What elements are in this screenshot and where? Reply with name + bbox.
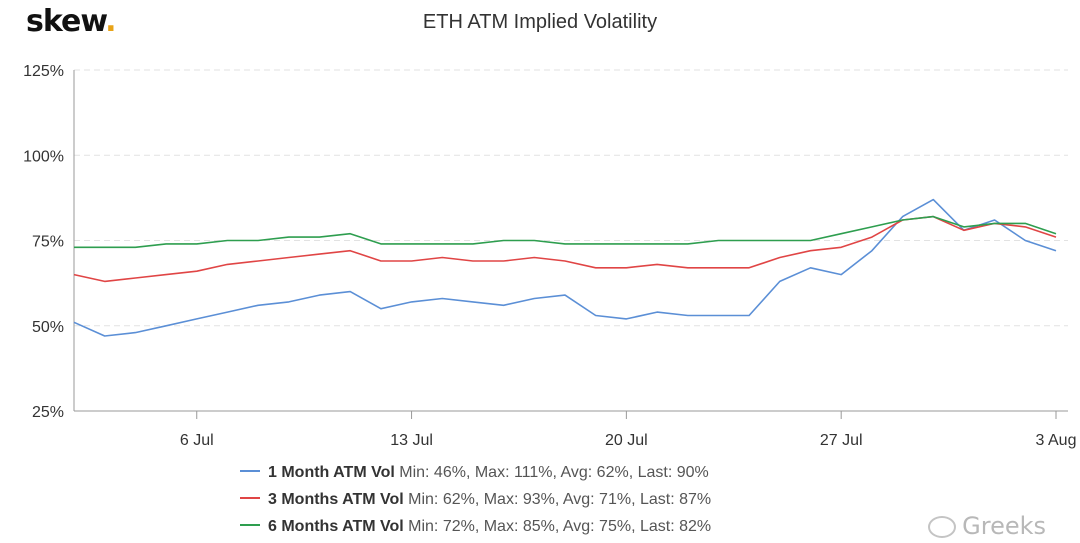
y-tick-label: 25% <box>32 404 64 421</box>
x-tick-label: 3 Aug <box>1036 432 1077 449</box>
grid-lines <box>74 69 1068 327</box>
wechat-icon <box>928 516 957 538</box>
y-tick-label: 75% <box>32 234 64 251</box>
y-tick-label: 125% <box>23 63 64 80</box>
y-axis-ticks: 25% 50% 75% 100% 125% <box>23 63 64 421</box>
watermark-text: Greeks <box>962 512 1046 540</box>
legend-item-1-month[interactable]: 1 Month ATM Vol Min: 46%, Max: 111%, Avg… <box>240 459 711 486</box>
chart-svg: 25% 50% 75% 100% 125% 6 Jul 13 Jul 20 Jul 27 Ju… <box>23 63 1077 449</box>
chart-title: ETH ATM Implied Volatility <box>422 11 658 33</box>
legend-swatch-6-months <box>240 523 260 526</box>
series-line-3 <box>74 215 1057 249</box>
y-tick-label: 100% <box>23 148 64 165</box>
watermark: Greeks <box>928 512 1046 540</box>
x-tick-label: 6 Jul <box>180 432 214 449</box>
x-tick-label: 27 Jul <box>820 432 863 449</box>
legend-stats-1-month: Min: 46%, Max: 111%, Avg: 62%, Last: 90% <box>399 464 709 481</box>
series-lines <box>73 198 1057 337</box>
logo-text: skew <box>26 4 106 39</box>
series-line-2 <box>73 215 1057 283</box>
y-tick-label: 50% <box>32 319 64 336</box>
skew-logo: skew. <box>26 4 117 39</box>
x-tick-label: 13 Jul <box>390 432 433 449</box>
legend-item-6-months[interactable]: 6 Months ATM Vol Min: 72%, Max: 85%, Avg… <box>240 513 711 540</box>
legend-name-3-months: 3 Months ATM Vol <box>268 491 404 508</box>
legend-name-6-months: 6 Months ATM Vol <box>268 518 404 535</box>
legend-swatch-3-months <box>240 496 260 499</box>
legend-swatch-1-month <box>240 469 260 472</box>
legend-stats-3-months: Min: 62%, Max: 93%, Avg: 71%, Last: 87% <box>408 491 712 508</box>
series-line-1 <box>73 198 1057 337</box>
logo-dot: . <box>105 4 116 39</box>
x-axis: 6 Jul 13 Jul 20 Jul 27 Jul 3 Aug <box>73 70 1077 449</box>
legend-item-3-months[interactable]: 3 Months ATM Vol Min: 62%, Max: 93%, Avg… <box>240 486 711 513</box>
legend: 1 Month ATM Vol Min: 46%, Max: 111%, Avg… <box>240 459 711 540</box>
legend-stats-6-months: Min: 72%, Max: 85%, Avg: 75%, Last: 82% <box>408 518 712 535</box>
legend-name-1-month: 1 Month ATM Vol <box>268 464 395 481</box>
x-tick-label: 20 Jul <box>605 432 648 449</box>
